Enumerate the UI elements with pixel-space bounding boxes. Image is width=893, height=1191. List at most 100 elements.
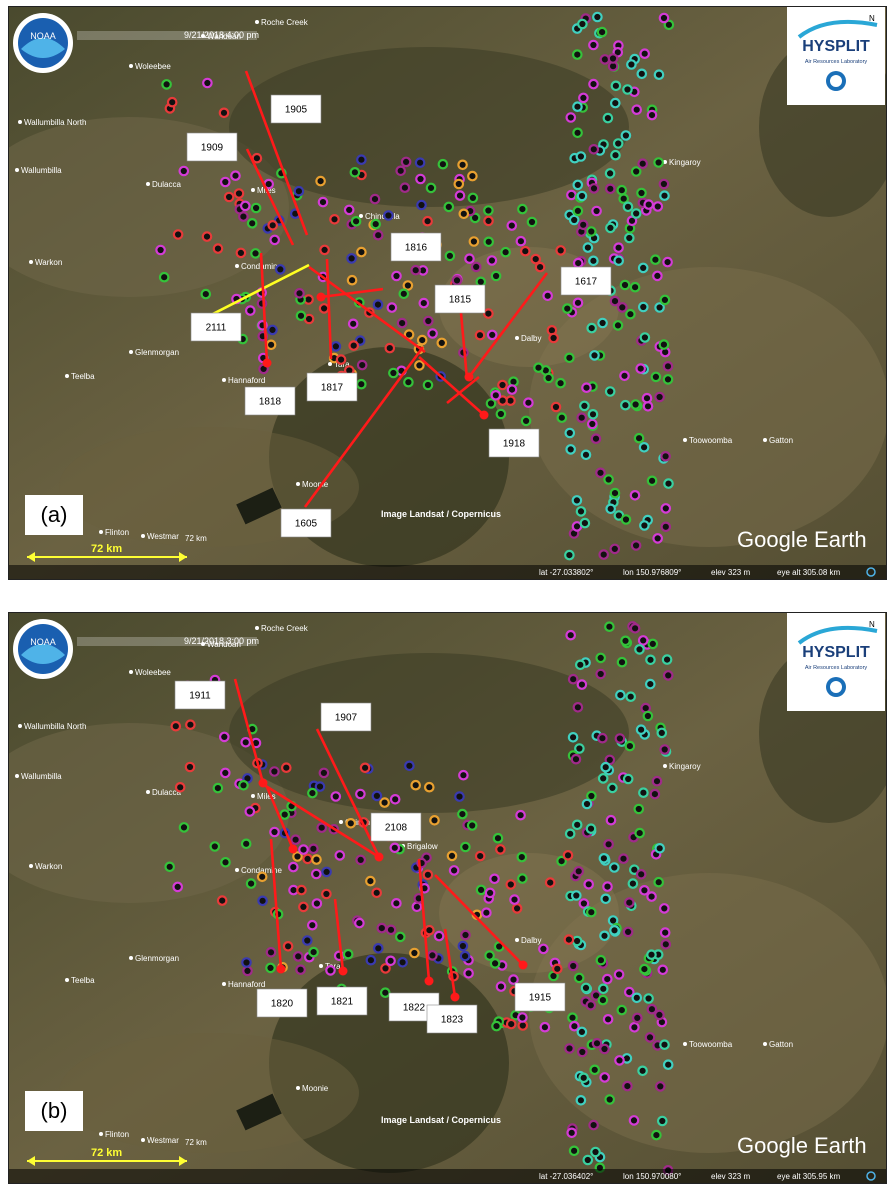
status-spinner-icon (866, 567, 876, 577)
trajectory-label-text: 1821 (331, 997, 354, 1008)
monitor-marker (604, 386, 616, 397)
monitor-marker (269, 234, 280, 246)
trajectory-label-box (186, 132, 238, 162)
monitor-marker (489, 958, 501, 969)
monitor-marker (301, 935, 313, 946)
trajectory-label-text: 1817 (321, 383, 344, 394)
monitor-marker (620, 130, 632, 141)
monitor-marker (575, 151, 587, 162)
monitor-marker (608, 862, 620, 873)
monitor-marker (605, 222, 616, 234)
monitor-marker (635, 868, 647, 880)
monitor-marker (572, 101, 583, 112)
trajectory-line (202, 263, 310, 321)
monitor-marker (599, 1043, 610, 1055)
monitor-marker (389, 842, 401, 854)
monitor-marker (623, 897, 635, 908)
monitor-marker (641, 392, 653, 404)
image-credit: Image Landsat / Copernicus (381, 1115, 501, 1125)
monitor-marker (245, 878, 257, 889)
monitor-marker (534, 261, 546, 273)
monitor-marker (555, 245, 566, 256)
monitor-marker (618, 193, 629, 204)
monitor-marker (623, 986, 635, 998)
monitor-marker (644, 678, 656, 690)
monitor-marker (241, 957, 252, 968)
trajectory-label: 1820 (256, 988, 308, 1018)
monitor-marker (500, 246, 511, 258)
monitor-marker (209, 841, 221, 852)
monitor-marker (651, 775, 663, 787)
monitor-marker (369, 193, 381, 205)
monitor-marker (464, 253, 475, 264)
status-spinner-icon (866, 1171, 876, 1181)
monitor-marker (202, 77, 213, 89)
monitor-marker (597, 317, 608, 329)
monitor-marker (411, 901, 423, 913)
monitor-marker (220, 176, 231, 188)
monitor-marker (658, 903, 670, 914)
monitor-marker (280, 762, 292, 773)
place-name: Wallumbilla (21, 772, 62, 781)
monitor-marker (483, 215, 494, 227)
monitor-marker (492, 832, 504, 844)
monitor-marker (580, 449, 592, 461)
monitor-marker (659, 744, 670, 755)
monitor-marker (517, 873, 528, 884)
trajectory-line (265, 786, 295, 850)
monitor-marker (576, 412, 587, 423)
monitor-marker (646, 475, 658, 487)
trajectory-label: 2111 (190, 312, 242, 342)
status-bar (9, 565, 886, 579)
trajectory-label-text: 1918 (503, 439, 526, 450)
monitor-marker (495, 408, 507, 420)
monitor-marker (564, 1043, 575, 1054)
monitor-marker (350, 216, 362, 227)
place-name: Westmar (147, 532, 179, 541)
place-dot (235, 868, 239, 872)
place-dot (141, 534, 145, 538)
monitor-marker (460, 929, 471, 941)
monitor-marker (574, 743, 585, 754)
monitor-marker (376, 922, 388, 934)
monitor-marker (483, 308, 494, 319)
place-dot (222, 982, 226, 986)
place-name: Moonie (302, 480, 329, 489)
monitor-marker (650, 371, 662, 383)
place-dot (65, 978, 69, 982)
monitor-marker (454, 791, 465, 802)
place-name: Chinch (345, 818, 370, 827)
monitor-marker (618, 853, 629, 864)
monitor-marker (425, 182, 437, 194)
monitor-marker (567, 960, 579, 972)
monitor-marker (424, 924, 435, 936)
monitor-marker (619, 279, 631, 291)
place-dot (319, 964, 323, 968)
monitor-marker (356, 359, 368, 371)
monitor-marker (654, 1081, 666, 1092)
trajectory-label-box (488, 428, 540, 458)
status-eye-alt: eye alt 305.95 km (777, 1172, 840, 1181)
monitor-marker (542, 290, 553, 302)
monitor-marker (469, 212, 481, 224)
trajectory-label: 1918 (488, 428, 540, 458)
monitor-marker (330, 791, 342, 802)
trajectory-line (443, 928, 457, 998)
satellite-terrain (9, 613, 886, 1183)
monitor-marker (568, 1145, 580, 1157)
map-panel-b[interactable]: Roche Creek Wandoan Woleebee Wallumbilla No… (8, 612, 887, 1184)
monitor-marker (433, 930, 445, 942)
monitor-marker (519, 245, 531, 257)
monitor-marker (616, 656, 628, 668)
monitor-marker (660, 450, 671, 462)
monitor-marker (609, 295, 621, 307)
monitor-marker (656, 1115, 668, 1127)
map-panel-a[interactable]: Roche Creek Wandoan Woleebee Wallumbilla No… (8, 6, 887, 580)
monitor-marker (585, 999, 597, 1011)
trajectory-label-box (190, 312, 242, 342)
trajectory-label: 1605 (280, 508, 332, 538)
monitor-marker (613, 242, 624, 253)
monitor-marker (639, 332, 651, 343)
monitor-marker (639, 48, 650, 59)
noaa-text: NOAA (30, 637, 56, 647)
